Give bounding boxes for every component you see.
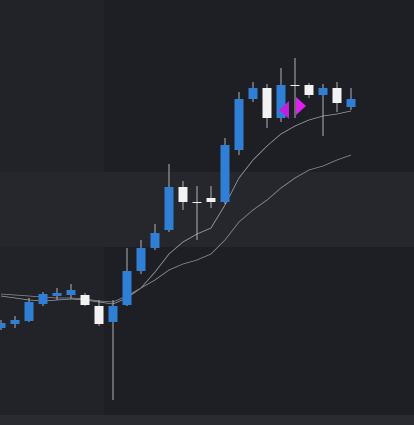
candle-body	[24, 302, 34, 321]
candle-body	[94, 306, 104, 324]
candle-body	[150, 233, 160, 248]
candle-body	[164, 187, 174, 230]
candle-body	[52, 293, 62, 296]
candle-body	[0, 323, 6, 328]
candle-body	[108, 306, 118, 322]
candle-body	[276, 85, 286, 118]
candle-body	[206, 198, 216, 202]
plot	[0, 58, 356, 400]
candle-body	[346, 99, 356, 107]
candle-body	[136, 248, 146, 271]
candle-body	[234, 99, 244, 150]
candle-body	[248, 88, 258, 99]
signal-marker	[279, 101, 289, 119]
bottom-strip	[0, 415, 414, 425]
candle-body	[122, 271, 132, 305]
candle-body	[220, 145, 230, 202]
candle-body	[290, 85, 300, 86]
signal-marker	[296, 97, 306, 115]
range-band	[0, 172, 414, 247]
moving-average	[0, 154, 352, 303]
candle-body	[178, 187, 188, 202]
candle-body	[66, 290, 76, 295]
candle-body	[10, 320, 20, 324]
candle-body	[262, 88, 272, 118]
candle-body	[80, 295, 90, 305]
candle-body	[38, 294, 48, 304]
moving-average	[0, 110, 352, 305]
candle-body	[304, 85, 314, 95]
candle-body	[332, 88, 342, 103]
candle-body	[192, 202, 202, 203]
candle-body	[318, 88, 328, 95]
